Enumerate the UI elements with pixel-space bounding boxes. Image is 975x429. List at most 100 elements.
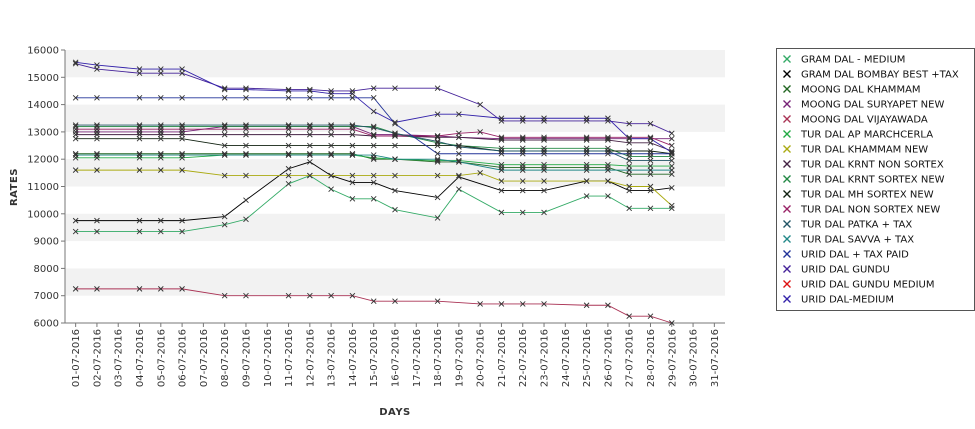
data-point: [157, 66, 164, 72]
legend-item: TUR DAL NON SORTEX NEW: [783, 205, 940, 216]
data-point: [243, 197, 249, 203]
data-point: [434, 298, 441, 304]
data-point: [136, 217, 143, 224]
data-point: [94, 126, 100, 132]
data-point: [136, 167, 143, 173]
data-point: [626, 187, 633, 194]
data-point: [179, 217, 185, 224]
data-point: [668, 163, 675, 169]
data-point: [583, 150, 590, 157]
data-point: [157, 126, 164, 132]
data-point: [668, 142, 675, 149]
legend-item: TUR DAL AP MARCHCERLA: [783, 130, 933, 141]
data-point: [221, 86, 228, 93]
x-tick-label: 09-07-2016: [241, 329, 252, 387]
data-point: [583, 167, 590, 173]
data-point: [583, 115, 590, 122]
legend-marker: [783, 100, 791, 108]
data-point: [541, 178, 547, 184]
legend-item: TUR DAL KRNT SORTEX NEW: [783, 175, 945, 186]
y-axis-ticks: 6000 7000 8000 9000 10000 11000 12000 13000 1400…: [27, 46, 65, 330]
legend-box: [776, 48, 975, 311]
x-tick-label: 27-07-2016: [625, 329, 636, 387]
data-point: [179, 150, 185, 157]
data-point: [626, 140, 633, 146]
x-tick-label: 21-07-2016: [497, 329, 508, 387]
data-point: [179, 94, 185, 101]
data-point: [72, 131, 79, 138]
data-point: [519, 178, 526, 184]
data-point: [328, 122, 334, 128]
data-point: [456, 157, 462, 164]
data-point: [647, 135, 654, 142]
data-point: [668, 130, 675, 137]
data-point: [221, 152, 228, 158]
series-line-11: [75, 128, 672, 146]
data-point: [370, 156, 377, 163]
y-tick-label: 9000: [34, 237, 59, 248]
legend-label: TUR DAL AP MARCHCERLA: [800, 130, 933, 141]
data-point: [456, 174, 462, 180]
grid-band: [65, 213, 725, 242]
data-point: [668, 150, 675, 157]
legend-label: MOONG DAL KHAMMAM: [801, 85, 921, 96]
x-tick-label: 25-07-2016: [582, 329, 593, 387]
data-point: [541, 150, 547, 157]
data-point: [136, 150, 143, 157]
data-point: [647, 205, 654, 212]
data-point: [307, 131, 313, 138]
data-point: [243, 142, 249, 149]
data-point: [392, 142, 398, 149]
data-point: [72, 217, 79, 224]
data-point: [157, 286, 164, 292]
data-point: [136, 135, 143, 142]
data-point: [434, 194, 441, 201]
data-point: [626, 171, 633, 178]
data-point: [285, 150, 292, 157]
legend-marker: [783, 130, 791, 138]
data-point: [349, 142, 356, 149]
data-point: [94, 167, 100, 173]
data-point: [668, 167, 675, 173]
data-point: [179, 135, 185, 142]
y-axis-title: RATES: [9, 168, 20, 206]
data-point: [477, 129, 483, 135]
data-point: [349, 94, 356, 101]
data-point: [349, 126, 356, 132]
data-point: [583, 193, 590, 199]
data-point: [626, 183, 633, 190]
data-point: [157, 135, 164, 142]
legend-label: TUR DAL KRNT SORTEX NEW: [800, 175, 945, 186]
y-tick-label: 8000: [34, 264, 59, 275]
data-point: [583, 135, 590, 142]
data-point: [94, 217, 100, 224]
data-point: [94, 66, 100, 72]
grid-bands: [65, 50, 725, 296]
data-point: [498, 134, 505, 141]
data-point: [243, 85, 249, 92]
data-point: [179, 286, 185, 292]
data-point: [647, 187, 654, 194]
legend-label: MOONG DAL VIJAYAWADA: [801, 115, 928, 126]
data-point: [434, 157, 441, 164]
y-tick-label: 14000: [27, 100, 59, 111]
data-point: [370, 195, 377, 202]
data-point: [307, 159, 313, 165]
data-point: [370, 179, 377, 186]
data-point: [285, 172, 292, 179]
data-point: [434, 138, 441, 145]
data-point: [370, 142, 377, 149]
data-point: [349, 131, 356, 138]
data-point: [498, 167, 505, 173]
y-tick-label: 12000: [27, 155, 59, 166]
data-point: [157, 122, 164, 128]
legend-marker: [783, 175, 791, 183]
x-tick-label: 05-07-2016: [156, 329, 167, 387]
data-point: [668, 202, 675, 209]
legend-item: MOONG DAL KHAMMAM: [783, 85, 921, 96]
legend-item: TUR DAL PATKA + TAX: [783, 220, 912, 231]
legend-marker: [783, 280, 791, 288]
data-point: [285, 88, 292, 94]
data-point: [605, 302, 611, 309]
